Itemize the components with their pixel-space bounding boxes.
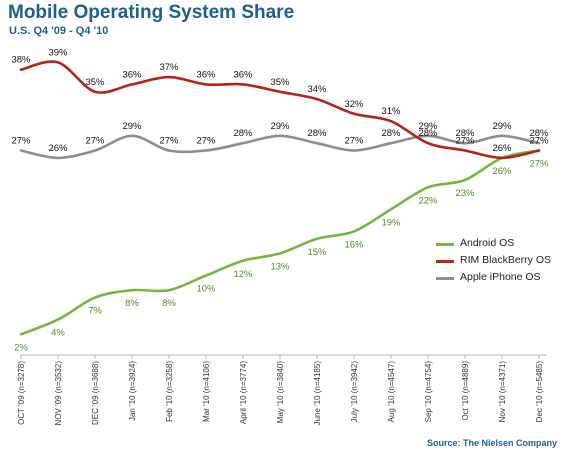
data-label-android: 2% — [14, 342, 28, 353]
data-label-android: 8% — [162, 298, 176, 309]
x-tick-label: Mar '10 (n=4106) — [202, 361, 211, 422]
data-label-iphone: 28% — [233, 128, 253, 139]
data-label-android: 8% — [125, 298, 139, 309]
data-label-iphone: 29% — [418, 121, 438, 132]
data-label-blackberry: 28% — [418, 128, 438, 139]
data-label-iphone: 29% — [492, 121, 512, 132]
data-label-blackberry: 32% — [344, 99, 364, 110]
data-label-android: 10% — [196, 284, 216, 295]
data-label-android: 4% — [51, 328, 65, 339]
data-label-iphone: 27% — [85, 136, 105, 147]
data-label-android: 27% — [529, 159, 549, 170]
data-label-blackberry: 35% — [270, 77, 290, 88]
x-tick-label: June '10 (n=4185) — [313, 361, 322, 426]
data-label-blackberry: 35% — [85, 77, 105, 88]
chart-source: Source: The Nielsen Company — [426, 438, 557, 448]
x-tick-label: Oct '10 (n=4889) — [461, 361, 470, 421]
legend-swatch-blackberry — [436, 260, 454, 263]
data-label-android: 13% — [270, 261, 290, 272]
data-label-android: 22% — [418, 195, 438, 206]
x-tick-label: Feb '10 (n=3258) — [165, 361, 174, 422]
data-label-iphone: 26% — [48, 143, 68, 154]
data-label-iphone: 27% — [344, 136, 364, 147]
series-line-blackberry — [19, 60, 541, 160]
data-label-android: 7% — [88, 306, 102, 317]
data-label-android: 26% — [492, 166, 512, 177]
x-tick-label: Aug '10 (n=4547) — [387, 361, 396, 423]
data-label-android: 15% — [307, 247, 327, 258]
legend-label-android: Android OS — [460, 237, 515, 249]
chart-title: Mobile Operating System Share — [8, 2, 295, 23]
x-tick-label: Dec '10 (n=5485) — [535, 361, 544, 423]
data-label-android: 23% — [455, 188, 475, 199]
data-label-blackberry: 38% — [11, 55, 31, 66]
data-label-blackberry: 27% — [529, 136, 549, 147]
x-tick-label: Jan '10 (n=3924) — [128, 361, 137, 421]
data-label-iphone: 28% — [455, 128, 475, 139]
data-label-android: 19% — [381, 217, 401, 228]
data-label-blackberry: 37% — [159, 62, 179, 73]
x-tick-label: Sep '10 (n=4754) — [424, 361, 433, 423]
data-label-blackberry: 31% — [381, 106, 401, 117]
x-tick-label: DEC '09 (n=3688) — [91, 361, 100, 425]
data-label-blackberry: 36% — [122, 69, 142, 80]
data-label-iphone: 28% — [529, 128, 549, 139]
data-label-iphone: 27% — [11, 136, 31, 147]
data-label-iphone: 27% — [159, 136, 179, 147]
data-label-iphone: 28% — [307, 128, 327, 139]
x-tick-label: May '10 (n=3840) — [276, 361, 285, 424]
legend-swatch-iphone — [436, 277, 454, 280]
chart-subtitle: U.S. Q4 '09 - Q4 '10 — [9, 25, 109, 37]
data-label-android: 12% — [233, 269, 253, 280]
x-tick-label: Nov '10 (n=4371) — [498, 361, 507, 423]
data-label-blackberry: 36% — [233, 69, 253, 80]
data-label-blackberry: 39% — [48, 47, 68, 58]
x-tick-label: OCT '09 (n=3278) — [17, 361, 26, 425]
legend-label-blackberry: RIM BlackBerry OS — [460, 254, 552, 266]
legend-label-iphone: Apple iPhone OS — [460, 271, 541, 283]
data-label-iphone: 29% — [270, 121, 290, 132]
legend-swatch-android — [436, 243, 454, 246]
x-tick-label: NOV '09 (n=3532) — [54, 361, 63, 426]
data-label-iphone: 27% — [196, 136, 216, 147]
data-label-iphone: 29% — [122, 121, 142, 132]
series-line-android — [19, 149, 541, 336]
series-line-iphone — [19, 134, 541, 160]
x-tick-label: April '10 (n=3774) — [239, 361, 248, 424]
data-label-android: 16% — [344, 239, 364, 250]
data-label-iphone: 28% — [381, 128, 401, 139]
data-label-blackberry: 26% — [492, 143, 512, 154]
data-label-blackberry: 36% — [196, 69, 216, 80]
data-label-blackberry: 27% — [455, 136, 475, 147]
data-label-blackberry: 34% — [307, 84, 327, 95]
x-tick-label: July '10 (n=3942) — [350, 361, 359, 423]
